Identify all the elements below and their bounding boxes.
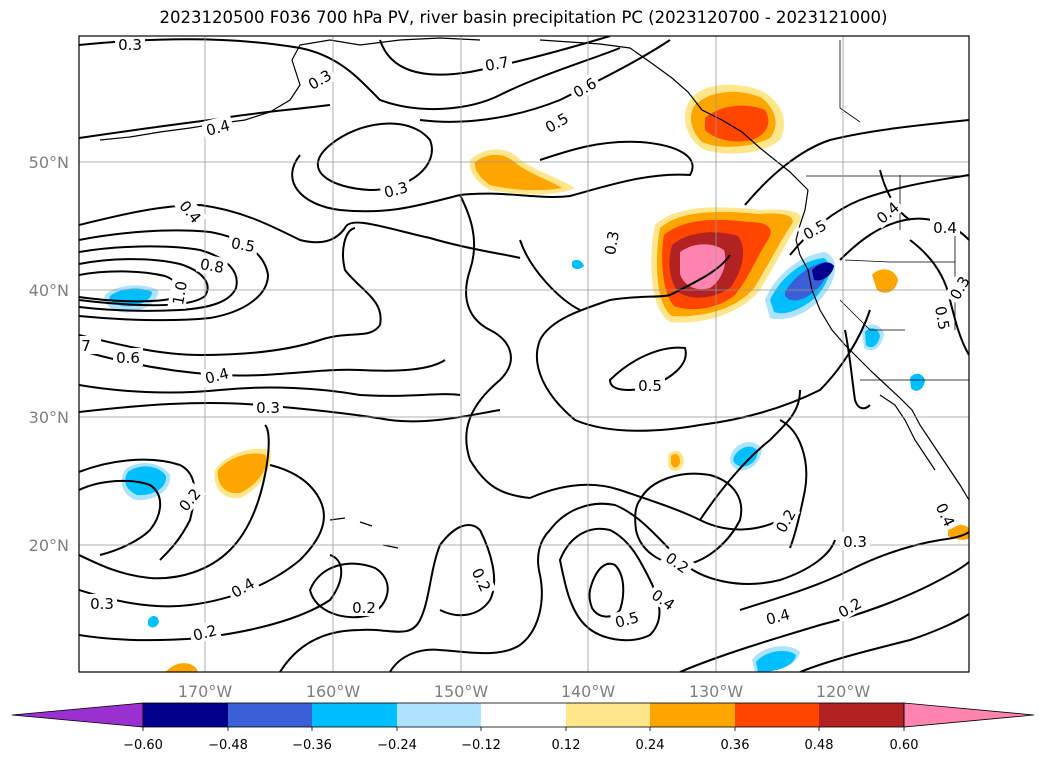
contour-label-bg: [760, 603, 795, 629]
lat-label: 50°N: [29, 153, 69, 172]
contour-label: 0.3: [601, 230, 623, 257]
colorbar-swatch: [650, 703, 735, 727]
colorbar-swatch: [735, 703, 819, 727]
colorbar-tick-label: −0.60: [123, 738, 163, 753]
contour-label-bg: [195, 253, 229, 277]
contour-label-bg: [253, 398, 283, 416]
contour-label-bg: [539, 106, 574, 138]
colorbar-frame: [142, 702, 905, 728]
contour-label-bg: [87, 594, 117, 612]
colorbar-tick-label: 0.48: [805, 738, 834, 753]
precip-shading: [104, 84, 969, 672]
colorbar-swatch: [397, 703, 481, 727]
contour-label-bg: [931, 497, 961, 532]
contour-label: 0.3: [90, 595, 114, 613]
lon-label: 130°W: [689, 682, 744, 701]
contour-label-bg: [302, 63, 337, 95]
contour-label: 0.4: [203, 364, 231, 388]
colorbar-swatch: [312, 703, 397, 727]
contour-label: 0.7: [484, 53, 511, 75]
colorbar-swatch: [228, 703, 312, 727]
lon-label: 140°W: [561, 682, 616, 701]
colorbar-tick-label: 0.12: [552, 738, 581, 753]
contour-label: 0.2: [191, 621, 219, 645]
contour-label: 1.0: [169, 280, 191, 307]
contour-label-bg: [609, 606, 644, 632]
coastlines: [99, 37, 969, 549]
colorbar-swatch: [143, 703, 228, 727]
contour-label: 0.4: [764, 605, 792, 629]
colorbar-swatch: [819, 703, 904, 727]
contour-label: 0.3: [382, 178, 410, 202]
contour-label-bg: [931, 301, 955, 335]
colorbar-tick-label: 0.24: [636, 738, 665, 753]
contour-label-bg: [79, 336, 101, 354]
contour-label-bg: [769, 503, 801, 538]
contour-label: 0.4: [933, 219, 957, 237]
contour-label: 0.8: [199, 255, 226, 277]
contour-label-bg: [599, 226, 623, 260]
contour-label-bg: [115, 36, 145, 53]
contour-label-bg: [187, 619, 222, 645]
contour-label-bg: [660, 546, 696, 579]
colorbar-tick-label: 0.36: [721, 738, 750, 753]
colorbar-tick-label: 0.60: [890, 738, 919, 753]
contour-label-bg: [480, 51, 514, 75]
contour-label-bg: [567, 71, 602, 103]
contour-label: 0.4: [204, 116, 232, 140]
lon-label: 170°W: [178, 682, 233, 701]
contour-label: 0.3: [256, 399, 280, 417]
colorbar-tick-label: −0.48: [208, 738, 248, 753]
plot-frame: [78, 35, 970, 673]
contour-label-bg: [174, 194, 208, 229]
contour-label-bg: [113, 348, 143, 366]
contour-label: 0.6: [116, 349, 140, 367]
lat-label: 30°N: [29, 408, 69, 427]
contour-label-bg: [797, 213, 832, 245]
contour-label-bg: [635, 376, 665, 394]
contour-label-bg: [832, 591, 867, 623]
contour-label-bg: [200, 114, 235, 140]
contour-label-bg: [467, 562, 497, 597]
colorbar-tick-label: −0.36: [292, 738, 332, 753]
contour-label: 0.3: [118, 36, 142, 54]
contour-label: 0.2: [352, 599, 376, 617]
colorbar-tick-label: −0.12: [461, 738, 501, 753]
longitude-labels: 170°W 160°W 150°W 140°W 130°W 120°W: [178, 682, 871, 701]
contour-label-bg: [349, 598, 379, 616]
colorbar-tick-label: −0.24: [377, 738, 417, 753]
contour-label: 0.5: [613, 608, 641, 632]
contour-label-bg: [172, 482, 206, 517]
colorbar: −0.60 −0.48 −0.36 −0.24 −0.12 0.12 0.24 …: [11, 702, 1035, 753]
contour-label-bg: [378, 176, 413, 202]
contour-label-bg: [646, 583, 682, 616]
gridlines: [79, 36, 969, 672]
contour-label-bg: [930, 218, 960, 236]
lon-label: 160°W: [306, 682, 361, 701]
contour-label: 0.5: [230, 234, 257, 256]
colorbar-extend-left: [11, 702, 144, 728]
contour-label-bg: [225, 571, 260, 603]
contour-label: 7: [81, 337, 91, 355]
lat-label: 20°N: [29, 536, 69, 555]
lon-label: 150°W: [434, 682, 489, 701]
contour-label-bg: [943, 270, 969, 305]
lat-label: 40°N: [29, 281, 69, 300]
contour-label-bg: [199, 362, 234, 388]
contour-label-bg: [870, 195, 905, 229]
latitude-labels: 50°N 40°N 30°N 20°N: [29, 153, 69, 555]
contour-label: 0.5: [638, 377, 662, 395]
contour-label: 0.5: [931, 305, 953, 332]
colorbar-extend-right: [903, 702, 1035, 728]
contour-label: 0.3: [843, 533, 867, 551]
contour-label-bg: [226, 232, 260, 256]
contour-label-bg: [167, 276, 191, 310]
contour-label-bg: [840, 532, 870, 550]
lon-label: 120°W: [816, 682, 871, 701]
plot-title: 2023120500 F036 700 hPa PV, river basin …: [159, 8, 888, 27]
political-borders: [806, 40, 969, 381]
colorbar-swatch: [481, 703, 566, 727]
colorbar-swatch: [566, 703, 650, 727]
